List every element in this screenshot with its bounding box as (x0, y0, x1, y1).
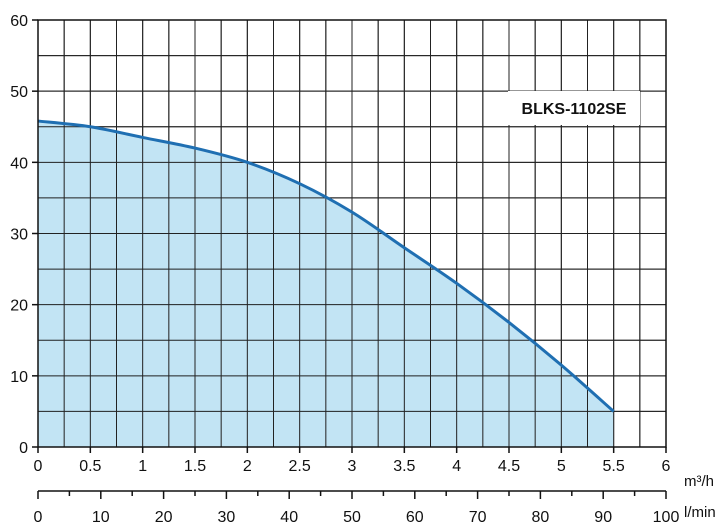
secondary-x-unit-label: l/min (684, 504, 716, 521)
y-tick-label: 50 (10, 84, 28, 101)
x-tick-label: 6 (662, 458, 671, 475)
secondary-x-tick-label: 10 (92, 509, 110, 526)
x-tick-label: 0.5 (79, 458, 101, 475)
y-tick-label: 0 (19, 440, 28, 457)
x-tick-label: 5.5 (603, 458, 625, 475)
secondary-x-tick-label: 50 (343, 509, 361, 526)
legend-label: BLKS-1102SE (522, 101, 627, 118)
x-tick-label: 2.5 (289, 458, 311, 475)
legend-background (508, 91, 640, 125)
secondary-x-tick-label: 60 (406, 509, 424, 526)
x-tick-label: 4 (452, 458, 461, 475)
y-tick-label: 20 (10, 298, 28, 315)
x-tick-label: 3.5 (393, 458, 415, 475)
x-tick-label: 4.5 (498, 458, 520, 475)
x-tick-label: 2 (243, 458, 252, 475)
x-tick-label: 5 (557, 458, 566, 475)
x-tick-label: 3 (348, 458, 357, 475)
series-line (37, 119, 615, 413)
secondary-x-tick-label: 70 (469, 509, 487, 526)
secondary-x-tick-label: 90 (594, 509, 612, 526)
y-tick-label: 10 (10, 369, 28, 386)
x-tick-label: 1.5 (184, 458, 206, 475)
y-tick-label: 30 (10, 227, 28, 244)
x-unit-label: m³/h (684, 473, 714, 490)
y-tick-label: 40 (10, 155, 28, 172)
legend-box: BLKS-1102SE (508, 91, 640, 125)
secondary-x-tick-label: 40 (280, 509, 298, 526)
x-tick-label: 0 (34, 458, 43, 475)
secondary-x-tick-label: 80 (532, 509, 550, 526)
x-tick-label: 1 (138, 458, 147, 475)
secondary-x-tick-label: 0 (34, 509, 43, 526)
secondary-x-tick-label: 20 (155, 509, 173, 526)
y-tick-label: 60 (10, 13, 28, 30)
secondary-x-tick-label: 100 (653, 509, 680, 526)
secondary-x-tick-label: 30 (218, 509, 236, 526)
